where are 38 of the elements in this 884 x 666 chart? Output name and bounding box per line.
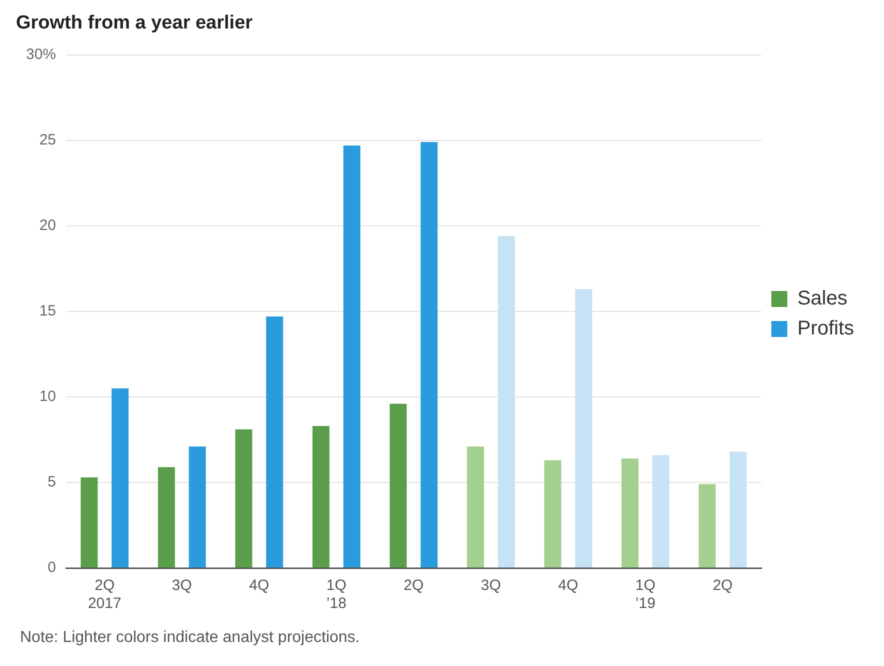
x-tick-label: 3Q — [480, 577, 501, 594]
x-tick-label: 4Q — [558, 577, 578, 594]
bar — [575, 289, 592, 568]
bar — [621, 458, 638, 568]
bar — [420, 142, 438, 568]
bar — [112, 388, 129, 568]
bar — [343, 145, 360, 568]
bar — [390, 404, 407, 568]
bar — [312, 426, 330, 568]
bar — [698, 484, 716, 568]
y-tick-label: 25 — [39, 131, 56, 148]
bar — [730, 452, 747, 568]
y-tick-label: 5 — [48, 474, 56, 491]
bar — [544, 460, 562, 568]
bar — [158, 467, 175, 568]
bar — [652, 455, 670, 568]
y-tick-label: 30% — [26, 46, 56, 63]
x-tick-label: 2Q — [404, 577, 424, 594]
y-tick-label: 20 — [39, 217, 56, 234]
bar — [498, 236, 515, 568]
y-tick-label: 10 — [39, 388, 56, 406]
text: Note: Lighter colors indicate analyst projections. — [20, 629, 360, 646]
x-tick-label: 1Q ’19 — [635, 577, 656, 612]
x-tick-label: 3Q — [172, 577, 192, 594]
legend-label: Sales — [797, 288, 848, 310]
bar — [466, 446, 484, 568]
bar — [266, 316, 284, 568]
bar — [80, 477, 98, 568]
x-tick-label: 2Q 2017 — [88, 577, 122, 612]
y-tick-label: 15 — [39, 302, 56, 320]
chart-title: Growth from a year earlier — [16, 12, 254, 34]
x-tick-label: 2Q — [712, 577, 733, 594]
bar — [188, 446, 206, 568]
legend-label: Profits — [797, 318, 854, 340]
bar — [235, 429, 252, 568]
x-tick-label: 4Q — [249, 577, 270, 594]
y-tick-label: 0 — [48, 559, 56, 576]
x-tick-label: 1Q ’18 — [326, 577, 346, 612]
